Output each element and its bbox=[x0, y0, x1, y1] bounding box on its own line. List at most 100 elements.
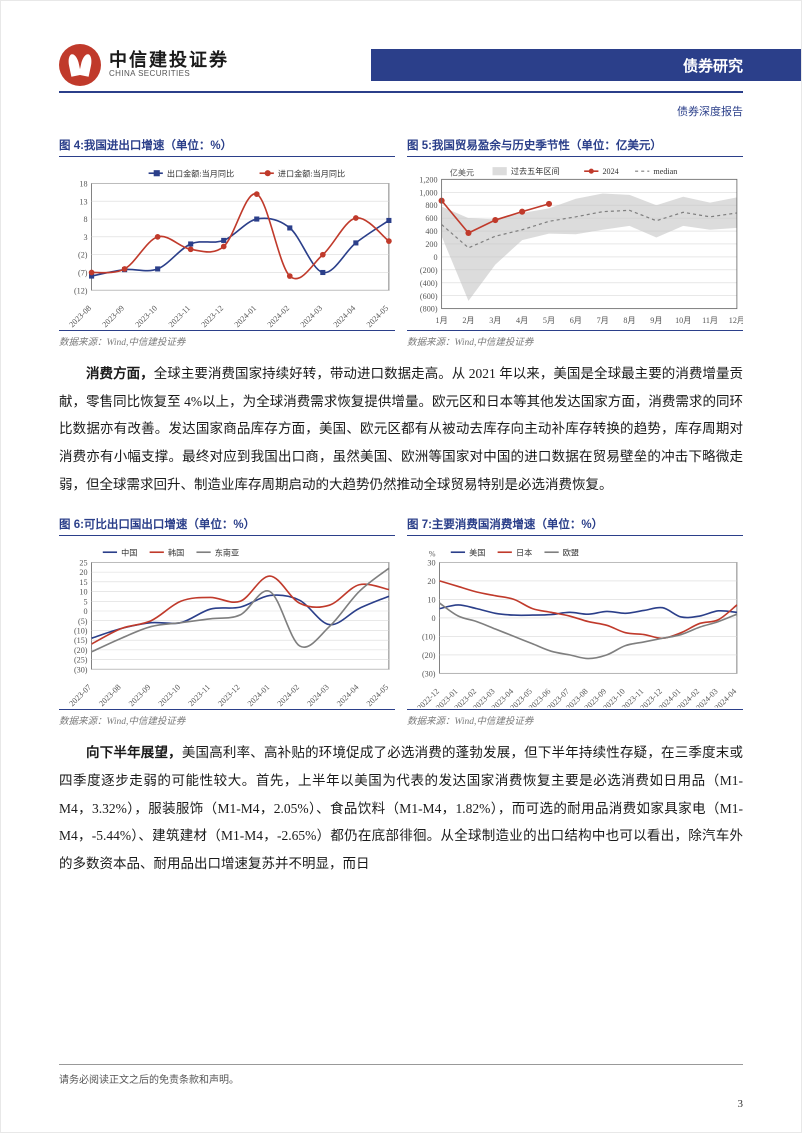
svg-text:2024-03: 2024-03 bbox=[305, 683, 331, 708]
figure-4-chart: (12)(7)(2)3813182023-082023-092023-10202… bbox=[59, 161, 395, 329]
svg-text:2023-12: 2023-12 bbox=[216, 683, 242, 708]
svg-text:2023-10: 2023-10 bbox=[157, 683, 183, 708]
svg-text:5: 5 bbox=[83, 598, 87, 607]
svg-text:8月: 8月 bbox=[623, 316, 635, 325]
svg-text:30: 30 bbox=[427, 559, 435, 568]
svg-text:(12): (12) bbox=[74, 286, 88, 295]
svg-text:11月: 11月 bbox=[702, 316, 718, 325]
svg-text:2024-01: 2024-01 bbox=[233, 304, 259, 329]
svg-text:8: 8 bbox=[83, 215, 87, 224]
svg-text:过去五年区间: 过去五年区间 bbox=[511, 166, 560, 176]
figure-7-source: 数据来源：Wind,中信建投证券 bbox=[407, 709, 743, 727]
svg-text:2024-04: 2024-04 bbox=[332, 304, 358, 329]
svg-text:10: 10 bbox=[79, 588, 87, 597]
paragraph-1-lead: 消费方面， bbox=[86, 366, 154, 381]
svg-text:(20): (20) bbox=[422, 651, 436, 660]
svg-text:2024-02: 2024-02 bbox=[266, 304, 292, 329]
svg-text:13: 13 bbox=[79, 197, 87, 206]
page-number: 3 bbox=[738, 1098, 744, 1110]
svg-text:(10): (10) bbox=[422, 633, 436, 642]
svg-text:日本: 日本 bbox=[516, 548, 532, 558]
figure-4-title: 图 4:我国进出口增速（单位：%） bbox=[59, 137, 395, 157]
svg-text:(15): (15) bbox=[74, 637, 88, 646]
svg-text:(2): (2) bbox=[78, 251, 88, 260]
svg-text:3月: 3月 bbox=[489, 316, 501, 325]
svg-text:20: 20 bbox=[427, 577, 435, 586]
header-subcategory: 债券深度报告 bbox=[59, 103, 743, 119]
svg-text:2024: 2024 bbox=[602, 167, 618, 176]
paragraph-2-lead: 向下半年展望， bbox=[86, 745, 182, 760]
figure-6-source: 数据来源：Wind,中信建投证券 bbox=[59, 709, 395, 727]
figure-4-source: 数据来源：Wind,中信建投证券 bbox=[59, 330, 395, 348]
figure-4: 图 4:我国进出口增速（单位：%） (12)(7)(2)3813182023-0… bbox=[59, 137, 395, 348]
svg-text:(600): (600) bbox=[420, 292, 438, 301]
figure-5-chart: (800)(600)(400)(200)02004006008001,0001,… bbox=[407, 161, 743, 329]
svg-text:2023-10: 2023-10 bbox=[134, 304, 160, 329]
svg-text:(25): (25) bbox=[74, 656, 88, 665]
paragraph-1: 消费方面，全球主要消费国家持续好转，带动进口数据走高。从 2021 年以来，美国… bbox=[59, 360, 743, 498]
svg-text:2024-04: 2024-04 bbox=[335, 683, 361, 708]
svg-text:2024-05: 2024-05 bbox=[365, 683, 391, 708]
svg-text:(400): (400) bbox=[420, 279, 438, 288]
paragraph-2: 向下半年展望，美国高利率、高补贴的环境促成了必选消费的蓬勃发展，但下半年持续性存… bbox=[59, 739, 743, 877]
svg-text:20: 20 bbox=[79, 569, 87, 578]
footer-disclaimer: 请务必阅读正文之后的免责条款和声明。 bbox=[59, 1064, 743, 1086]
svg-text:15: 15 bbox=[79, 578, 87, 587]
svg-text:10: 10 bbox=[427, 596, 435, 605]
svg-text:800: 800 bbox=[425, 201, 437, 210]
svg-text:0: 0 bbox=[431, 614, 435, 623]
svg-text:中国: 中国 bbox=[121, 548, 137, 558]
logo-en: CHINA SECURITIES bbox=[109, 70, 229, 78]
paragraph-2-body: 美国高利率、高补贴的环境促成了必选消费的蓬勃发展，但下半年持续性存疑，在三季度末… bbox=[59, 745, 743, 871]
logo-box: 中信建投证券 CHINA SECURITIES bbox=[59, 44, 229, 86]
svg-text:2023-09: 2023-09 bbox=[101, 304, 127, 329]
svg-text:9月: 9月 bbox=[650, 316, 662, 325]
svg-text:1,200: 1,200 bbox=[419, 175, 437, 184]
svg-text:6月: 6月 bbox=[570, 316, 582, 325]
svg-text:12月: 12月 bbox=[729, 316, 743, 325]
svg-text:(30): (30) bbox=[74, 666, 88, 675]
svg-text:2023-12: 2023-12 bbox=[200, 304, 226, 329]
svg-text:median: median bbox=[653, 167, 677, 176]
svg-text:2024-03: 2024-03 bbox=[299, 304, 325, 329]
svg-text:(200): (200) bbox=[420, 266, 438, 275]
svg-text:5月: 5月 bbox=[543, 316, 555, 325]
svg-text:2024-02: 2024-02 bbox=[276, 683, 302, 708]
report-header: 中信建投证券 CHINA SECURITIES 债券研究 bbox=[59, 39, 743, 93]
figure-5: 图 5:我国贸易盈余与历史季节性（单位：亿美元） (800) (600) (400)… bbox=[407, 137, 743, 348]
figure-7-chart: (30)(20)(10)0102030%2022-122023-012023-0… bbox=[407, 540, 743, 708]
logo-cn: 中信建投证券 bbox=[109, 51, 229, 70]
svg-text:亿美元: 亿美元 bbox=[450, 167, 474, 177]
svg-text:1,000: 1,000 bbox=[419, 188, 437, 197]
figure-7-title: 图 7:主要消费国消费增速（单位：%） bbox=[407, 516, 743, 536]
figure-7: 图 7:主要消费国消费增速（单位：%） (30)(20)(10)0102030%… bbox=[407, 516, 743, 727]
svg-text:2023-08: 2023-08 bbox=[67, 304, 93, 329]
svg-text:2024-04: 2024-04 bbox=[713, 687, 739, 708]
figure-6-title: 图 6:可比出口国出口增速（单位：%） bbox=[59, 516, 395, 536]
svg-text:2023-11: 2023-11 bbox=[167, 304, 192, 329]
svg-text:25: 25 bbox=[79, 559, 87, 568]
svg-text:18: 18 bbox=[79, 179, 87, 188]
svg-text:2023-09: 2023-09 bbox=[127, 683, 153, 708]
figure-5-title: 图 5:我国贸易盈余与历史季节性（单位：亿美元） bbox=[407, 137, 743, 157]
header-category: 债券研究 bbox=[371, 49, 801, 81]
paragraph-1-body: 全球主要消费国家持续好转，带动进口数据走高。从 2021 年以来，美国是全球最主… bbox=[59, 366, 743, 492]
svg-text:2月: 2月 bbox=[462, 316, 474, 325]
svg-text:%: % bbox=[429, 550, 436, 559]
figure-6-chart: (30)(25)(20)(15)(10)(5)05101520252023-07… bbox=[59, 540, 395, 708]
svg-text:200: 200 bbox=[425, 240, 437, 249]
svg-text:(10): (10) bbox=[74, 627, 88, 636]
svg-text:欧盟: 欧盟 bbox=[563, 548, 579, 558]
figure-5-source: 数据来源：Wind,中信建投证券 bbox=[407, 330, 743, 348]
svg-text:2023-08: 2023-08 bbox=[97, 683, 123, 708]
svg-text:1月: 1月 bbox=[436, 316, 448, 325]
svg-text:2023-07: 2023-07 bbox=[67, 683, 93, 708]
svg-text:0: 0 bbox=[433, 253, 437, 262]
svg-text:出口金额:当月同比: 出口金额:当月同比 bbox=[167, 168, 234, 178]
svg-text:韩国: 韩国 bbox=[168, 548, 184, 558]
svg-text:10月: 10月 bbox=[675, 316, 691, 325]
svg-text:进口金额:当月同比: 进口金额:当月同比 bbox=[278, 168, 345, 178]
svg-text:2023-11: 2023-11 bbox=[187, 683, 212, 708]
svg-text:(800): (800) bbox=[420, 305, 438, 314]
svg-text:东南亚: 东南亚 bbox=[215, 548, 239, 558]
